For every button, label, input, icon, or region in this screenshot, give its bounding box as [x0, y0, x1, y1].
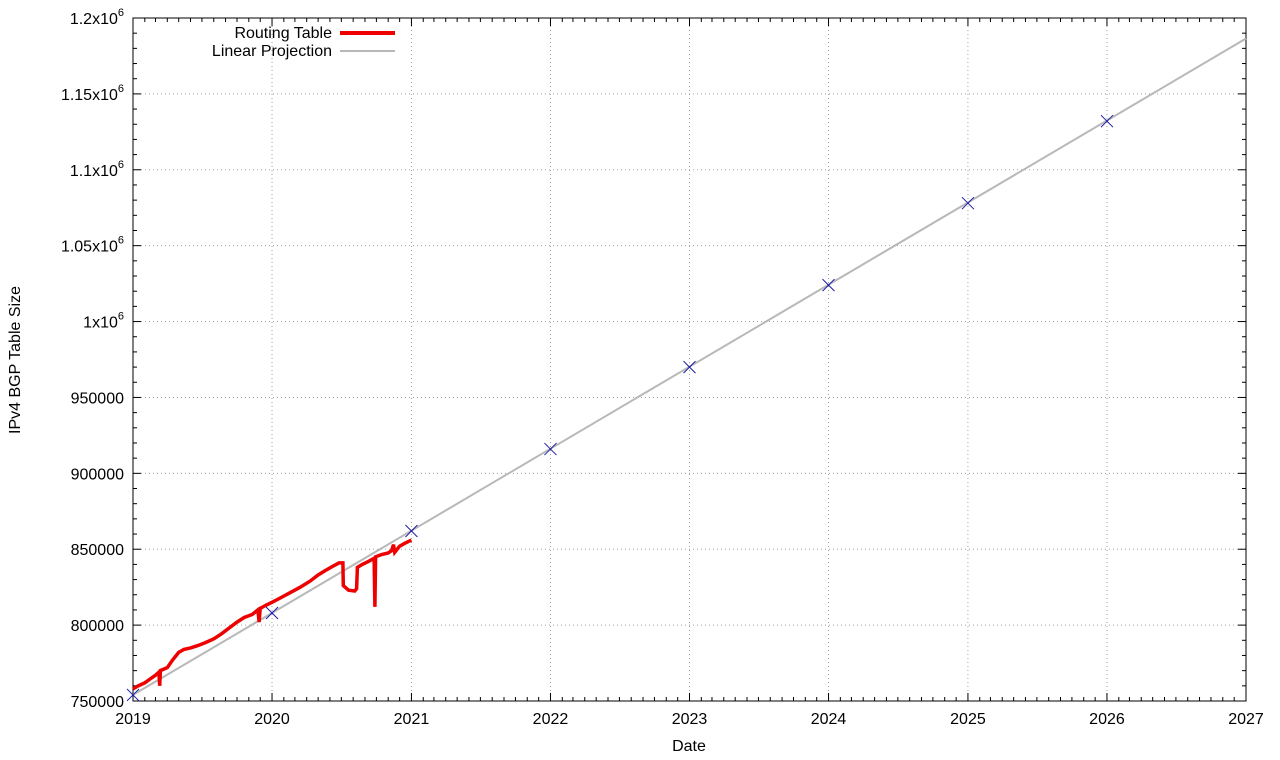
projection-marker	[126, 688, 140, 702]
x-tick-label: 2027	[1228, 711, 1264, 728]
x-tick-label: 2019	[115, 711, 151, 728]
x-axis-title: Date	[672, 738, 706, 755]
projection-marker	[683, 360, 696, 374]
y-tick-label: 900000	[71, 466, 124, 483]
legend: Routing Table Linear Projection	[212, 25, 395, 60]
x-tick-label: 2021	[394, 711, 430, 728]
y-tick-label: 850000	[71, 542, 124, 559]
legend-label-projection: Linear Projection	[212, 43, 332, 60]
y-tick-label: 800000	[71, 618, 124, 635]
marker-stroke	[683, 360, 696, 374]
projection-marker	[544, 442, 557, 456]
projection-marker	[1100, 114, 1114, 128]
marker-stroke	[961, 196, 975, 210]
x-tick-label: 2025	[950, 711, 986, 728]
x-tick-label: 2020	[254, 711, 290, 728]
y-axis-title: IPv4 BGP Table Size	[7, 286, 24, 434]
x-tick-label: 2023	[672, 711, 708, 728]
marker-stroke	[265, 606, 279, 620]
x-tick-label: 2024	[811, 711, 847, 728]
y-tick-label: 950000	[71, 390, 124, 407]
x-tick-label: 2022	[533, 711, 569, 728]
series-line-routing-table	[132, 538, 413, 691]
y-tick-label: 1.1x106	[70, 159, 124, 180]
y-tick-label: 1.2x106	[70, 7, 124, 28]
y-tick-label: 750000	[71, 694, 124, 711]
x-tick-label: 2026	[1089, 711, 1125, 728]
y-tick-label: 1.15x106	[61, 83, 124, 104]
marker-stroke	[405, 524, 418, 538]
projection-marker	[405, 524, 418, 538]
axis-ticks	[132, 17, 1247, 702]
marker-stroke	[126, 688, 140, 702]
projection-markers	[126, 114, 1114, 702]
grid	[133, 18, 1246, 701]
marker-stroke	[1100, 114, 1114, 128]
legend-label-routing: Routing Table	[234, 25, 332, 42]
projection-marker	[822, 278, 835, 292]
tick-labels: 2019 2020 2021 2022 2023 2024 2025 2026 2027 7500…	[61, 7, 1264, 728]
marker-stroke	[822, 278, 835, 292]
y-tick-label: 1x106	[83, 311, 124, 332]
projection-marker	[961, 196, 975, 210]
y-tick-label: 1.05x106	[61, 235, 124, 256]
projection-marker	[265, 606, 279, 620]
marker-stroke	[544, 442, 557, 456]
